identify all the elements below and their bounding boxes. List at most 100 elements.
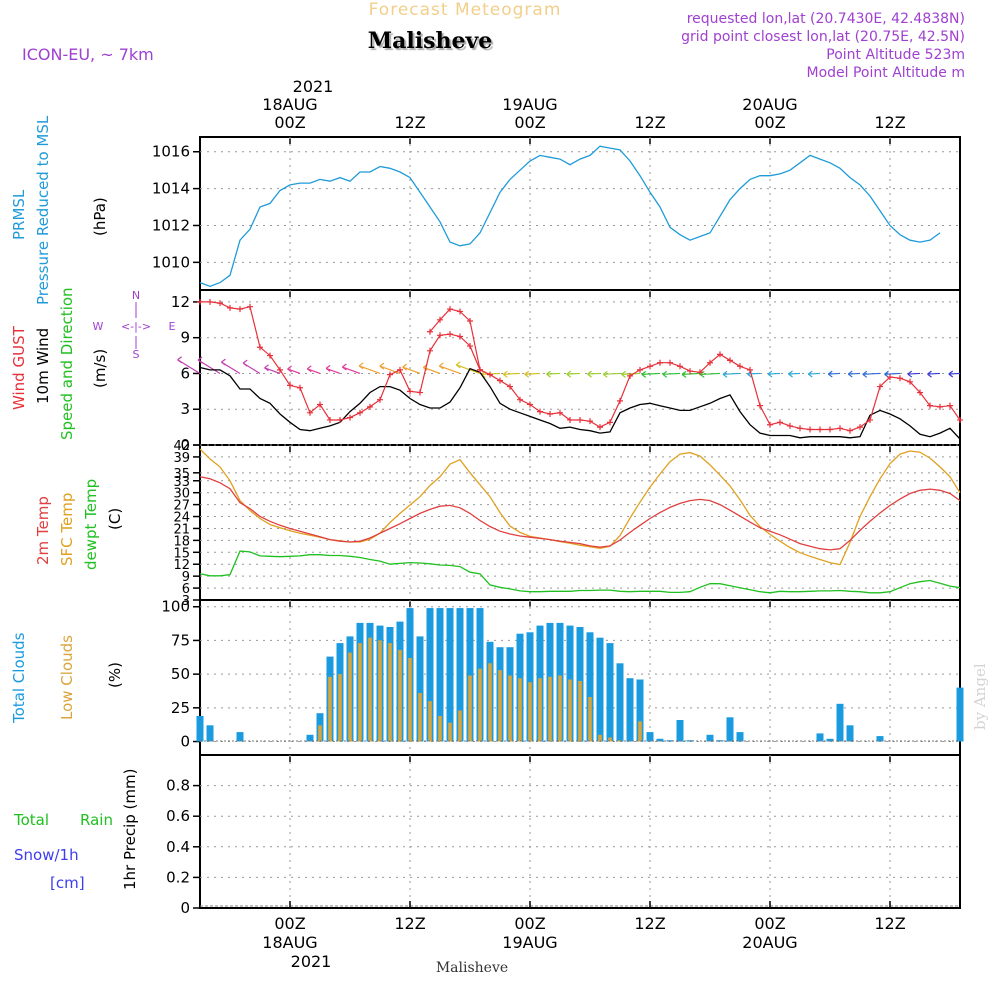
gust-marker — [257, 344, 263, 351]
gust-marker — [567, 416, 573, 423]
gust-marker — [437, 332, 443, 339]
gust-marker — [507, 383, 513, 390]
wind-arrowhead — [221, 358, 226, 366]
wind-gust-markers — [197, 298, 963, 434]
wind-arrowhead — [699, 370, 705, 378]
gust-marker — [657, 359, 663, 366]
total-cloud-bar — [626, 678, 634, 742]
y-tick-label: 35 — [173, 467, 190, 482]
wind-speed-direction-label: Speed and Direction — [58, 287, 76, 440]
wind-arrowhead — [379, 362, 385, 370]
wind-panel: 0 3 6 9 12 Wind GUST 10m Wind Speed and Dire… — [10, 287, 963, 454]
gust-marker — [607, 419, 613, 426]
y-tick-label: 30 — [173, 487, 190, 502]
gust-marker — [627, 372, 633, 379]
total-cloud-bar — [846, 725, 854, 742]
wind-arrow — [566, 372, 581, 375]
y-tick-label: 27 — [173, 499, 190, 514]
low-cloud-bar — [338, 674, 342, 742]
y-tick-label: 12 — [173, 558, 190, 573]
wind-arrow — [358, 365, 381, 375]
wind-arrow — [907, 372, 921, 375]
requested-coords: requested lon,lat (20.7430E, 42.4838N) — [687, 11, 965, 27]
wind-arrowhead — [767, 370, 773, 378]
gust-marker — [487, 371, 493, 378]
wind-arrowhead — [264, 364, 269, 372]
gust-marker — [197, 298, 203, 305]
total-cloud-bar — [596, 637, 604, 742]
wind-arrowhead — [722, 370, 728, 378]
gust-marker — [647, 363, 653, 370]
wind-arrowhead — [306, 365, 312, 373]
low-cloud-bar — [418, 693, 422, 742]
wind-arrow — [948, 372, 961, 375]
y-tick-label: 100 — [161, 598, 190, 616]
gust-marker — [457, 333, 463, 340]
wind-gust-label: Wind GUST — [10, 325, 28, 410]
wind-arrow — [342, 366, 361, 375]
total-cloud-bar — [816, 733, 824, 742]
gust-marker — [427, 347, 433, 354]
low-cloud-bar — [598, 734, 602, 742]
gust-marker — [577, 416, 583, 423]
wind-arrowhead — [587, 370, 592, 378]
wind-arrowhead — [524, 370, 530, 378]
total-cloud-bar — [436, 608, 444, 742]
y-axis: 1010 1012 1014 1016 — [152, 143, 200, 271]
y-tick-label: 21 — [173, 522, 190, 537]
clouds-unit: (%) — [106, 662, 124, 688]
gust-marker — [357, 409, 363, 416]
temp-2m-label: 2m Temp — [34, 496, 52, 565]
gust-marker — [667, 359, 673, 366]
low-cloud-bar — [358, 643, 362, 742]
total-cloud-bar — [196, 715, 204, 742]
gust-marker — [847, 427, 853, 434]
wind-arrow — [700, 372, 721, 376]
precip-panel: 0 0.2 0.4 0.6 0.8 Total Rain Snow/1h [cm] 1h… — [13, 754, 961, 917]
clouds-panel: 0 25 50 75 100 Total Clouds Low Clouds (%) b… — [10, 598, 989, 756]
wind-arrow — [767, 372, 781, 375]
wind-arrow — [287, 368, 301, 375]
low-cloud-bar — [378, 640, 382, 742]
wind-arrow — [662, 372, 681, 375]
y-tick-label: 12 — [171, 293, 190, 311]
wind-arrow — [808, 372, 821, 375]
snow-unit: [cm] — [50, 874, 85, 892]
gust-marker — [737, 363, 743, 370]
low-cloud-bar — [548, 676, 552, 742]
pressure-panel-frame — [199, 136, 961, 291]
low-cloud-bar — [388, 643, 392, 742]
gust-marker — [467, 318, 473, 324]
total-cloud-bar — [306, 734, 314, 742]
rain-label: Rain — [80, 811, 113, 829]
gust-marker — [207, 298, 213, 305]
wind-arrowhead — [827, 370, 833, 378]
total-cloud-bar — [706, 734, 714, 742]
y-axis: 0 0.2 0.4 0.6 0.8 — [166, 777, 200, 917]
total-cloud-bar — [206, 725, 214, 742]
y-tick-label: 0.6 — [166, 807, 190, 825]
wind-arrow — [722, 372, 741, 375]
wind-arrow — [307, 368, 321, 375]
gust-marker — [907, 378, 913, 385]
wind-arrow — [747, 372, 761, 375]
y-tick-label: 25 — [171, 699, 190, 717]
bottom-date-label: 19AUG — [502, 933, 557, 952]
cloud-bars — [196, 608, 964, 742]
gust-marker — [777, 419, 783, 426]
low-cloud-bar — [368, 637, 372, 742]
top-date-label: 20AUG — [742, 95, 797, 114]
grid — [200, 444, 960, 600]
total-cloud-bar — [416, 636, 424, 742]
bottom-hour-label: 12Z — [394, 914, 425, 933]
y-tick-label: 18 — [173, 534, 190, 549]
bottom-hour-label: 00Z — [514, 914, 545, 933]
wind-arrowhead — [807, 370, 813, 378]
top-date-label: 18AUG — [262, 95, 317, 114]
gust-marker — [327, 416, 333, 423]
y-tick-label: 1012 — [152, 216, 190, 234]
gust-marker — [417, 389, 423, 396]
total-cloud-bar — [586, 632, 594, 742]
